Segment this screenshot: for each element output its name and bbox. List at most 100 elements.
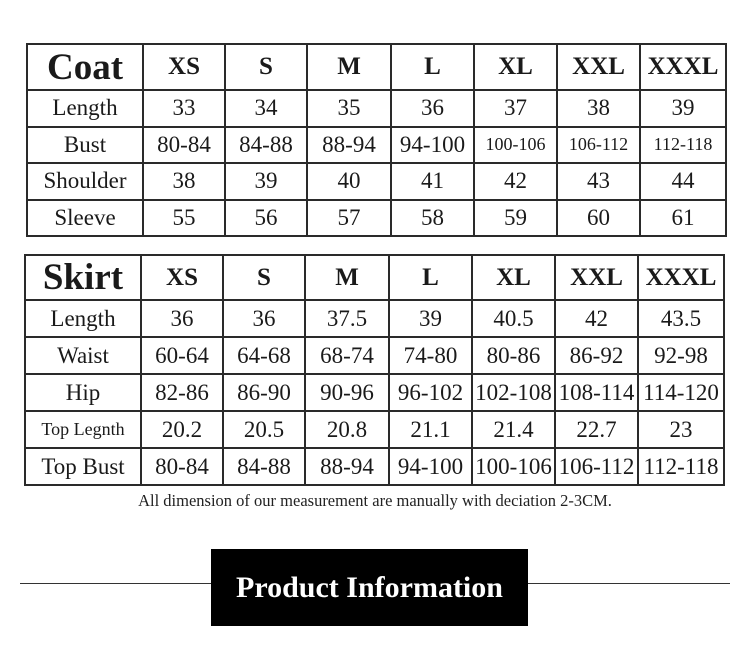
table-cell: 36 [390,89,475,128]
table-title: Skirt [24,254,142,301]
table-cell: 43 [556,162,641,201]
table-cell: 106-112 [554,447,639,486]
size-header-xxl: XXL [556,43,641,91]
size-header-xs: XS [142,43,226,91]
table-cell: 106-112 [556,125,641,164]
table-row: Shoulder 38 39 40 41 42 43 44 [26,162,727,201]
table-cell: 36 [222,299,306,338]
table-cell: 40 [306,162,392,201]
table-cell: 37.5 [304,299,390,338]
table-row: Length 33 34 35 36 37 38 39 [26,89,727,128]
table-cell: 90-96 [304,373,390,412]
table-cell: 35 [306,89,392,128]
table-cell: 57 [306,198,392,237]
table-cell: 68-74 [304,336,390,375]
table-cell: 59 [473,198,558,237]
table-cell: 80-84 [140,447,224,486]
table-cell: 84-88 [224,125,308,164]
table-cell: 39 [639,89,727,128]
table-cell: 60 [556,198,641,237]
table-cell: 96-102 [388,373,473,412]
table-row: Top Legnth 20.2 20.5 20.8 21.1 21.4 22.7 23 [24,410,725,449]
table-cell: 108-114 [554,373,639,412]
table-cell: 74-80 [388,336,473,375]
table-cell: 88-94 [306,125,392,164]
size-header-xxl: XXL [554,254,639,301]
row-label: Waist [24,336,142,375]
table-cell: 38 [142,162,226,201]
table-cell: 23 [637,410,725,449]
table-cell: 58 [390,198,475,237]
table-cell: 39 [224,162,308,201]
size-header-l: L [388,254,473,301]
table-cell: 42 [473,162,558,201]
skirt-size-table: Skirt XS S M L XL XXL XXXL Length 36 36 37.5 39 40.5 4… [24,254,725,486]
table-cell: 39 [388,299,473,338]
table-cell: 84-88 [222,447,306,486]
row-label: Hip [24,373,142,412]
table-cell: 88-94 [304,447,390,486]
table-cell: 102-108 [471,373,556,412]
table-cell: 94-100 [390,125,475,164]
table-cell: 20.8 [304,410,390,449]
table-cell: 86-92 [554,336,639,375]
size-header-xxxl: XXXL [639,43,727,91]
table-cell: 100-106 [473,125,558,164]
product-information-banner: Product Information [211,549,528,626]
table-cell: 44 [639,162,727,201]
table-cell: 34 [224,89,308,128]
row-label: Length [26,89,144,128]
table-cell: 114-120 [637,373,725,412]
table-cell: 33 [142,89,226,128]
size-header-m: M [304,254,390,301]
row-label: Top Legnth [24,410,142,449]
table-cell: 80-86 [471,336,556,375]
table-row: Waist 60-64 64-68 68-74 74-80 80-86 86-92 92-98 [24,336,725,375]
table-cell: 41 [390,162,475,201]
size-header-xxxl: XXXL [637,254,725,301]
table-cell: 80-84 [142,125,226,164]
table-row: Length 36 36 37.5 39 40.5 42 43.5 [24,299,725,338]
size-header-xl: XL [473,43,558,91]
table-cell: 60-64 [140,336,224,375]
table-cell: 112-118 [639,125,727,164]
row-label: Sleeve [26,198,144,237]
size-header-xs: XS [140,254,224,301]
size-header-l: L [390,43,475,91]
table-row: Bust 80-84 84-88 88-94 94-100 100-106 106-112 1… [26,125,727,164]
table-cell: 64-68 [222,336,306,375]
table-cell: 20.5 [222,410,306,449]
table-cell: 40.5 [471,299,556,338]
table-cell: 56 [224,198,308,237]
header-row: Skirt XS S M L XL XXL XXXL [24,254,725,301]
table-title: Coat [26,43,144,91]
size-header-m: M [306,43,392,91]
row-label: Shoulder [26,162,144,201]
row-label: Top Bust [24,447,142,486]
table-cell: 22.7 [554,410,639,449]
table-row: Sleeve 55 56 57 58 59 60 61 [26,198,727,237]
size-header-s: S [222,254,306,301]
table-cell: 43.5 [637,299,725,338]
coat-size-table: Coat XS S M L XL XXL XXXL Length 33 34 35 36 37 38 39 Bu… [26,43,727,237]
size-header-xl: XL [471,254,556,301]
table-cell: 92-98 [637,336,725,375]
table-cell: 21.4 [471,410,556,449]
table-cell: 20.2 [140,410,224,449]
table-cell: 38 [556,89,641,128]
header-row: Coat XS S M L XL XXL XXXL [26,43,727,91]
row-label: Bust [26,125,144,164]
table-cell: 55 [142,198,226,237]
table-cell: 94-100 [388,447,473,486]
table-cell: 86-90 [222,373,306,412]
size-header-s: S [224,43,308,91]
table-cell: 42 [554,299,639,338]
table-cell: 37 [473,89,558,128]
row-label: Length [24,299,142,338]
table-row: Hip 82-86 86-90 90-96 96-102 102-108 108-114 11… [24,373,725,412]
table-cell: 61 [639,198,727,237]
table-cell: 36 [140,299,224,338]
measurement-note: All dimension of our measurement are man… [138,491,612,510]
table-cell: 100-106 [471,447,556,486]
table-cell: 112-118 [637,447,725,486]
